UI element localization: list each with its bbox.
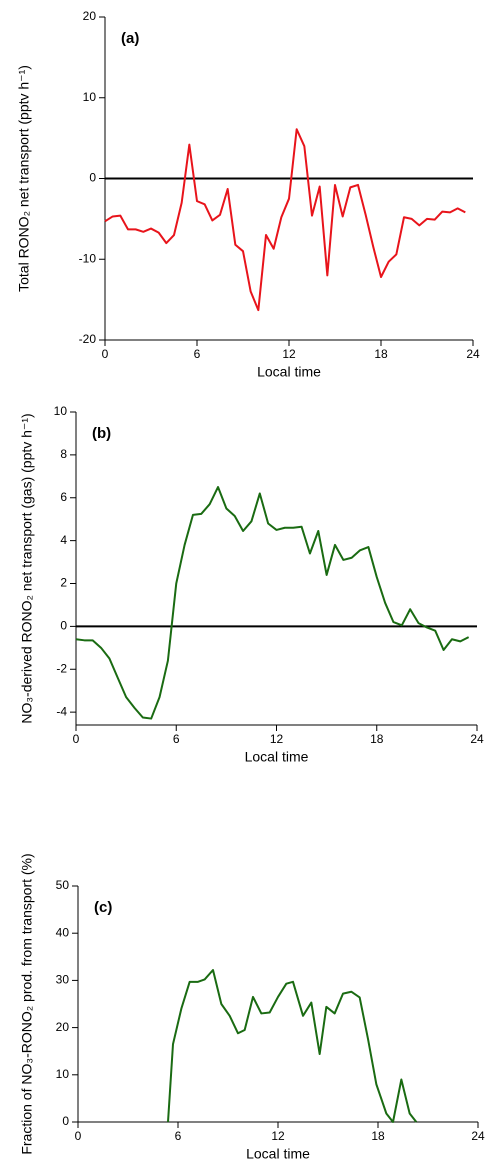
x-tick-label: 0	[73, 732, 80, 746]
x-tick-label: 6	[175, 1129, 182, 1143]
y-tick-label: 20	[83, 9, 97, 23]
y-tick-label: 20	[56, 1020, 70, 1034]
panel-label: (b)	[92, 425, 111, 442]
y-tick-label: -20	[79, 332, 97, 346]
y-tick-label: 0	[89, 171, 96, 185]
y-axis-label: Total RONO₂ net transport (pptv h⁻¹)	[16, 65, 32, 292]
x-tick-label: 24	[470, 732, 484, 746]
y-tick-label: 50	[56, 878, 70, 892]
y-tick-label: 6	[60, 490, 67, 504]
panel-label: (c)	[94, 899, 112, 916]
y-tick-label: 40	[56, 925, 70, 939]
x-axis-label: Local time	[246, 1146, 310, 1162]
data-line	[75, 486, 470, 720]
y-axis-label: NO₃-derived RONO₂ net transport (gas) (p…	[19, 413, 35, 723]
x-tick-label: 0	[102, 347, 109, 361]
x-tick-label: 18	[370, 732, 384, 746]
x-axis-label: Local time	[245, 749, 309, 765]
y-tick-label: 0	[62, 1114, 69, 1128]
data-line	[104, 128, 466, 312]
y-tick-label: -10	[79, 251, 97, 265]
y-tick-label: 10	[54, 404, 68, 418]
y-tick-label: 4	[60, 533, 67, 547]
data-line	[167, 969, 418, 1123]
y-tick-label: 10	[83, 90, 97, 104]
x-tick-label: 24	[466, 347, 480, 361]
x-tick-label: 12	[271, 1129, 285, 1143]
y-tick-label: -4	[56, 704, 67, 718]
x-tick-label: 6	[194, 347, 201, 361]
x-tick-label: 18	[371, 1129, 385, 1143]
panel-label: (a)	[121, 30, 139, 47]
y-tick-label: 30	[56, 973, 70, 987]
x-tick-label: 12	[282, 347, 296, 361]
x-axis-label: Local time	[257, 364, 321, 380]
y-tick-label: 2	[60, 576, 67, 590]
y-tick-label: 10	[56, 1067, 70, 1081]
x-tick-label: 18	[374, 347, 388, 361]
y-tick-label: -2	[56, 661, 67, 675]
x-tick-label: 0	[75, 1129, 82, 1143]
x-tick-label: 12	[270, 732, 284, 746]
y-tick-label: 8	[60, 447, 67, 461]
y-tick-label: 0	[60, 619, 67, 633]
x-tick-label: 6	[173, 732, 180, 746]
y-axis-label: Fraction of NO₃-RONO₂ prod. from transpo…	[19, 853, 35, 1154]
x-tick-label: 24	[471, 1129, 485, 1143]
